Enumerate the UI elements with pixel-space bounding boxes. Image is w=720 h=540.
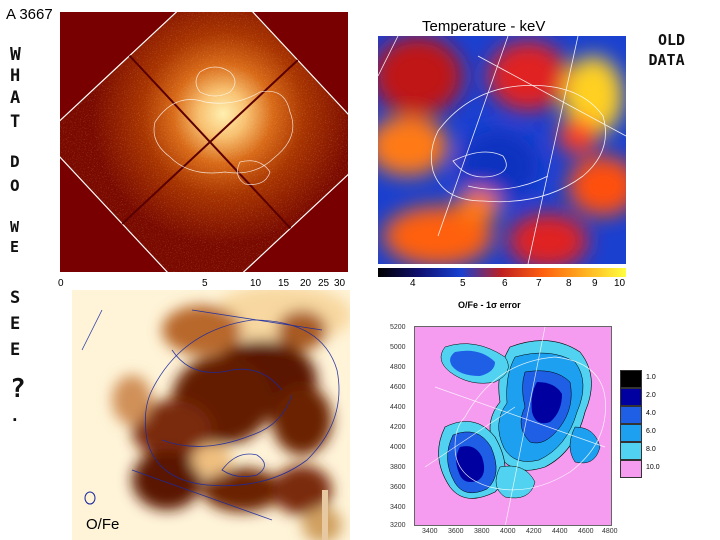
temperature-map — [378, 36, 626, 264]
colorbar-tick: 10 — [250, 278, 262, 289]
old-data-note: OLD DATA — [648, 30, 685, 70]
colorbar-tick: 7 — [536, 278, 542, 289]
old-data-line2: DATA — [648, 51, 685, 69]
note-letter: E — [10, 340, 21, 360]
y-tick: 4600 — [390, 384, 406, 391]
legend-label: 10.0 — [646, 464, 660, 471]
y-tick: 5000 — [390, 344, 406, 351]
x-tick: 3600 — [448, 528, 464, 535]
colorbar-tick: 15 — [278, 278, 290, 289]
note-letter: E — [10, 314, 21, 334]
temperature-colorbar-ticks: 4 5 6 7 8 9 10 — [378, 278, 628, 290]
y-tick: 3400 — [390, 504, 406, 511]
note-letter: D — [10, 152, 20, 171]
legend-label: 6.0 — [646, 428, 656, 435]
note-letter: O — [10, 176, 20, 195]
legend-label: 4.0 — [646, 410, 656, 417]
x-tick: 3400 — [422, 528, 438, 535]
ofe-map — [72, 290, 350, 540]
note-letter: E — [10, 238, 20, 256]
note-letter: . — [10, 406, 20, 425]
y-tick: 4400 — [390, 404, 406, 411]
legend-label: 8.0 — [646, 446, 656, 453]
note-letter: S — [10, 288, 21, 308]
legend-swatch — [620, 370, 642, 388]
error-contour-panel — [414, 326, 612, 526]
old-data-line1: OLD — [658, 31, 686, 49]
note-letter: ? — [10, 374, 26, 404]
y-tick: 4200 — [390, 424, 406, 431]
legend-entry: 6.0 — [620, 424, 680, 442]
colorbar-tick: 4 — [410, 278, 416, 289]
colorbar-tick: 5 — [202, 278, 208, 289]
y-tick: 4800 — [390, 364, 406, 371]
legend-entry: 10.0 — [620, 460, 680, 478]
x-tick: 4000 — [500, 528, 516, 535]
colorbar-tick: 6 — [502, 278, 508, 289]
legend-label: 1.0 — [646, 374, 656, 381]
error-plot-y-ticks: 5200 5000 4800 4600 4400 4200 4000 3800 … — [388, 324, 412, 534]
legend-label: 2.0 — [646, 392, 656, 399]
ofe-map-panel: O/Fe — [72, 290, 350, 540]
error-contour-map — [415, 327, 611, 525]
colorbar-tick: 10 — [614, 278, 626, 289]
xray-image-panel — [60, 12, 348, 272]
legend-swatch — [620, 442, 642, 460]
temperature-colorbar — [378, 268, 626, 277]
colorbar-tick: 0 — [58, 278, 64, 289]
legend-swatch — [620, 460, 642, 478]
legend-entry: 1.0 — [620, 370, 680, 388]
y-tick: 3200 — [390, 522, 406, 529]
y-tick: 3800 — [390, 464, 406, 471]
colorbar-tick: 20 — [300, 278, 312, 289]
ofe-label: O/Fe — [86, 516, 120, 533]
note-letter: A — [10, 88, 21, 108]
colorbar-tick: 5 — [460, 278, 466, 289]
x-tick: 3800 — [474, 528, 490, 535]
error-legend: 1.0 2.0 4.0 6.0 8.0 10.0 — [620, 370, 680, 482]
x-tick: 4800 — [602, 528, 618, 535]
y-tick: 5200 — [390, 324, 406, 331]
y-tick: 4000 — [390, 444, 406, 451]
x-tick: 4600 — [578, 528, 594, 535]
colorbar-tick: 30 — [334, 278, 346, 289]
colorbar-tick: 25 — [318, 278, 330, 289]
legend-swatch — [620, 388, 642, 406]
note-letter: W — [10, 218, 20, 236]
note-letter: W — [10, 44, 21, 65]
legend-swatch — [620, 424, 642, 442]
error-plot-title: O/Fe - 1σ error — [458, 300, 521, 310]
legend-entry: 4.0 — [620, 406, 680, 424]
error-plot-x-ticks: 3400 3600 3800 4000 4200 4400 4600 4800 — [414, 528, 618, 538]
legend-swatch — [620, 406, 642, 424]
legend-entry: 2.0 — [620, 388, 680, 406]
note-letter: T — [10, 112, 21, 132]
x-tick: 4200 — [526, 528, 542, 535]
legend-entry: 8.0 — [620, 442, 680, 460]
xray-image — [60, 12, 348, 272]
page-title: A 3667 — [6, 6, 53, 23]
note-letter: H — [10, 66, 21, 86]
temperature-title: Temperature - keV — [422, 18, 546, 35]
colorbar-tick: 8 — [566, 278, 572, 289]
y-tick: 3600 — [390, 484, 406, 491]
colorbar-tick: 9 — [592, 278, 598, 289]
xray-colorbar-ticks: 0 5 10 15 20 25 30 — [58, 278, 350, 290]
temperature-map-panel — [378, 36, 626, 264]
x-tick: 4400 — [552, 528, 568, 535]
